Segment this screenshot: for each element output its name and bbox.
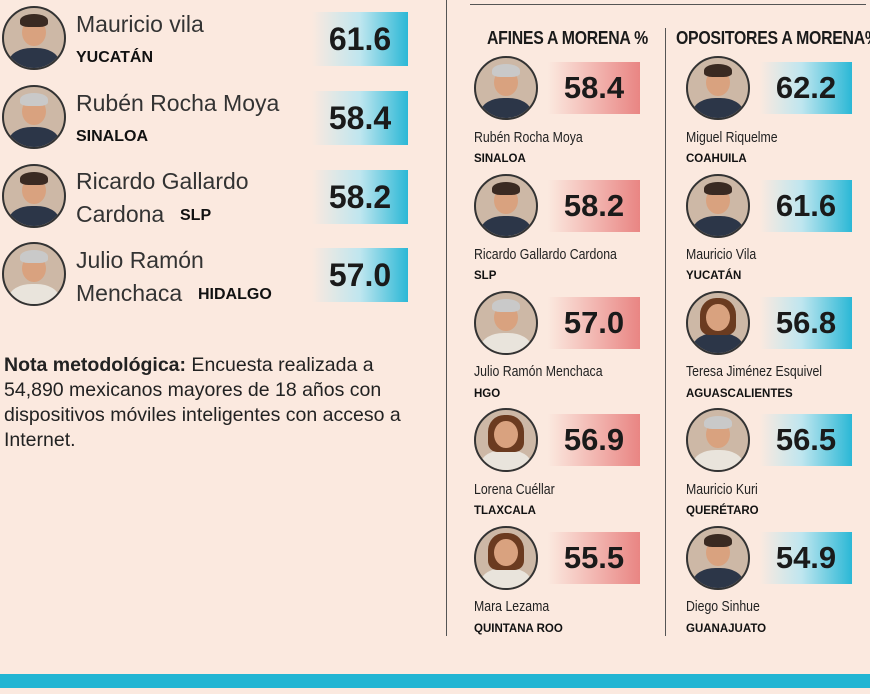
avatar (686, 526, 750, 590)
methodology-note: Nota metodológica: Encuesta realizada a … (4, 353, 414, 453)
approval-value: 58.4 (548, 62, 640, 114)
candidate-name-line2: Menchaca (76, 280, 183, 306)
governor-state: TLAXCALA (474, 505, 536, 517)
avatar (2, 85, 66, 149)
candidate-name: Julio Ramón (76, 247, 204, 273)
avatar (2, 164, 66, 228)
avatar (686, 56, 750, 120)
approval-value: 61.6 (312, 12, 408, 66)
candidate-name: Ricardo Gallardo (76, 168, 249, 194)
governor-name: Mara Lezama (474, 598, 550, 615)
governor-name: Mauricio Kuri (686, 481, 758, 498)
approval-value: 58.2 (312, 170, 408, 224)
approval-value: 56.5 (760, 414, 852, 466)
candidate-name: Mauricio vila (76, 11, 204, 37)
candidate-state: SLP (180, 207, 212, 224)
approval-value: 62.2 (760, 62, 852, 114)
governor-state: SLP (474, 270, 497, 282)
governor-name: Rubén Rocha Moya (474, 129, 583, 146)
governor-name: Lorena Cuéllar (474, 481, 555, 498)
candidate-name: Rubén Rocha Moya (76, 90, 280, 116)
governor-state: YUCATÁN (686, 270, 742, 282)
bottom-bar (0, 674, 870, 688)
candidate-state: YUCATÁN (76, 49, 154, 66)
approval-value: 56.9 (548, 414, 640, 466)
approval-value: 58.2 (548, 180, 640, 232)
approval-value: 57.0 (548, 297, 640, 349)
avatar (474, 408, 538, 472)
governor-state: GUANAJUATO (686, 623, 767, 635)
avatar (686, 174, 750, 238)
candidate-name-line2: Cardona (76, 201, 165, 227)
governor-name: Julio Ramón Menchaca (474, 363, 603, 380)
governor-name: Ricardo Gallardo Cardona (474, 246, 617, 263)
note-text: Encuesta realizada a 54,890 mexicanos ma… (4, 354, 401, 451)
approval-value: 54.9 (760, 532, 852, 584)
approval-value: 55.5 (548, 532, 640, 584)
opositores-header: OPOSITORES A MORENA% (676, 28, 870, 48)
governor-state: COAHUILA (686, 153, 747, 165)
avatar (2, 6, 66, 70)
column-divider (665, 28, 666, 636)
governor-state: QUINTANA ROO (474, 623, 563, 635)
governor-state: SINALOA (474, 153, 526, 165)
governor-state: HGO (474, 388, 501, 400)
avatar (686, 408, 750, 472)
avatar (474, 174, 538, 238)
governor-state: AGUASCALIENTES (686, 388, 793, 400)
avatar (686, 291, 750, 355)
avatar (474, 291, 538, 355)
top-rule (470, 4, 866, 5)
governor-name: Diego Sinhue (686, 598, 760, 615)
governor-name: Mauricio Vila (686, 246, 757, 263)
approval-value: 57.0 (312, 248, 408, 302)
candidate-state: SINALOA (76, 128, 148, 145)
approval-value: 61.6 (760, 180, 852, 232)
avatar (474, 56, 538, 120)
governor-name: Teresa Jiménez Esquivel (686, 363, 823, 380)
approval-value: 58.4 (312, 91, 408, 145)
governor-name: Miguel Riquelme (686, 129, 778, 146)
governor-state: QUERÉTARO (686, 505, 759, 517)
approval-value: 56.8 (760, 297, 852, 349)
avatar (2, 242, 66, 306)
avatar (474, 526, 538, 590)
note-label: Nota metodológica: (4, 354, 187, 376)
left-divider (446, 0, 447, 636)
afines-header: AFINES A MORENA % (487, 28, 648, 48)
candidate-state: HIDALGO (198, 286, 272, 303)
